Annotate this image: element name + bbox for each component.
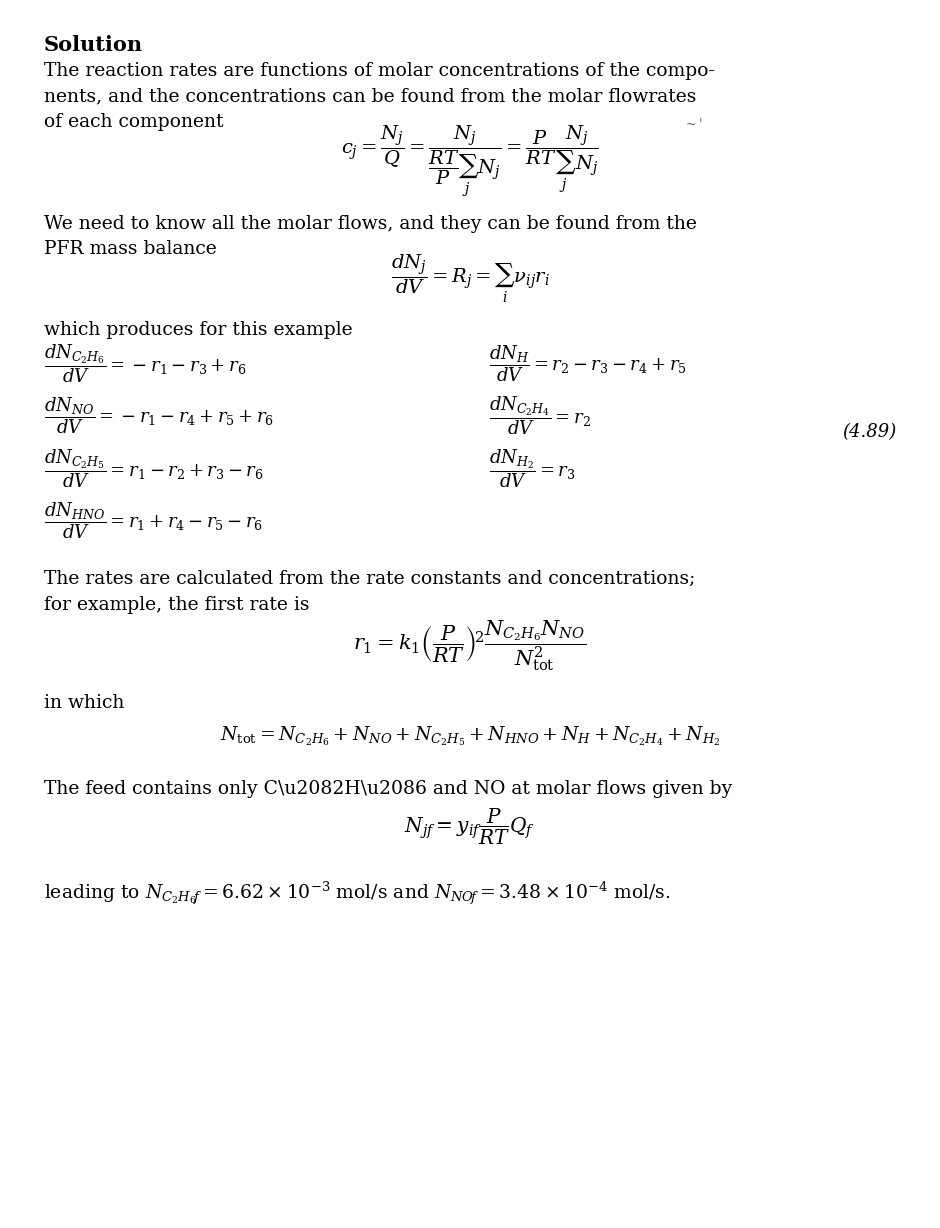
Text: $N_{jf} = y_{if} \dfrac{P}{RT} Q_f$: $N_{jf} = y_{if} \dfrac{P}{RT} Q_f$ — [404, 807, 536, 846]
Text: of each component: of each component — [44, 113, 224, 130]
Text: nents, and the concentrations can be found from the molar flowrates: nents, and the concentrations can be fou… — [44, 87, 697, 106]
Text: $\dfrac{dN_{C_2H_6}}{dV} = -r_1 - r_3 + r_6$: $\dfrac{dN_{C_2H_6}}{dV} = -r_1 - r_3 + … — [44, 343, 246, 386]
Text: $\dfrac{dN_{H_2}}{dV} = r_3$: $\dfrac{dN_{H_2}}{dV} = r_3$ — [489, 447, 575, 490]
Text: $\dfrac{dN_{HNO}}{dV} = r_1 + r_4 - r_5 - r_6$: $\dfrac{dN_{HNO}}{dV} = r_1 + r_4 - r_5 … — [44, 500, 263, 540]
Text: The reaction rates are functions of molar concentrations of the compo-: The reaction rates are functions of mola… — [44, 61, 715, 80]
Text: $\dfrac{dN_{C_2H_4}}{dV} = r_2$: $\dfrac{dN_{C_2H_4}}{dV} = r_2$ — [489, 394, 590, 437]
Text: $r_1 = k_1 \left(\dfrac{P}{RT}\right)^{\!2} \dfrac{N_{C_2H_6} N_{NO}}{N_{\mathrm: $r_1 = k_1 \left(\dfrac{P}{RT}\right)^{\… — [353, 618, 587, 673]
Text: (4.89): (4.89) — [841, 422, 896, 441]
Text: The feed contains only C\u2082H\u2086 and NO at molar flows given by: The feed contains only C\u2082H\u2086 an… — [44, 780, 732, 798]
Text: PFR mass balance: PFR mass balance — [44, 239, 217, 258]
Text: $c_j = \dfrac{N_j}{Q} = \dfrac{N_j}{\dfrac{RT}{P}\sum_j N_j} = \dfrac{P}{RT}\dfr: $c_j = \dfrac{N_j}{Q} = \dfrac{N_j}{\dfr… — [341, 123, 599, 199]
Text: $\dfrac{dN_{H}}{dV} = r_2 - r_3 - r_4 + r_5$: $\dfrac{dN_{H}}{dV} = r_2 - r_3 - r_4 + … — [489, 344, 686, 384]
Text: $\dfrac{dN_j}{dV} = R_j = \sum_i \nu_{ij} r_i$: $\dfrac{dN_j}{dV} = R_j = \sum_i \nu_{ij… — [391, 253, 549, 305]
Text: The rates are calculated from the rate constants and concentrations;: The rates are calculated from the rate c… — [44, 570, 696, 588]
Text: leading to $N_{C_2H_6\!f} = 6.62 \times 10^{-3}$ mol/s and $N_{NO\!f} = 3.48 \ti: leading to $N_{C_2H_6\!f} = 6.62 \times … — [44, 880, 670, 907]
Text: $\mathit{\sim}$': $\mathit{\sim}$' — [683, 117, 702, 130]
Text: We need to know all the molar flows, and they can be found from the: We need to know all the molar flows, and… — [44, 215, 697, 232]
Text: for example, the first rate is: for example, the first rate is — [44, 596, 309, 614]
Text: Solution: Solution — [44, 34, 143, 55]
Text: which produces for this example: which produces for this example — [44, 322, 352, 339]
Text: in which: in which — [44, 694, 124, 712]
Text: $N_{\mathrm{tot}} = N_{C_2H_6} + N_{NO} + N_{C_2H_5} + N_{HNO} + N_H + N_{C_2H_4: $N_{\mathrm{tot}} = N_{C_2H_6} + N_{NO} … — [220, 725, 720, 748]
Text: $\dfrac{dN_{C_2H_5}}{dV} = r_1 - r_2 + r_3 - r_6$: $\dfrac{dN_{C_2H_5}}{dV} = r_1 - r_2 + r… — [44, 447, 263, 490]
Text: $\dfrac{dN_{NO}}{dV} = -r_1 - r_4 + r_5 + r_6$: $\dfrac{dN_{NO}}{dV} = -r_1 - r_4 + r_5 … — [44, 395, 274, 436]
